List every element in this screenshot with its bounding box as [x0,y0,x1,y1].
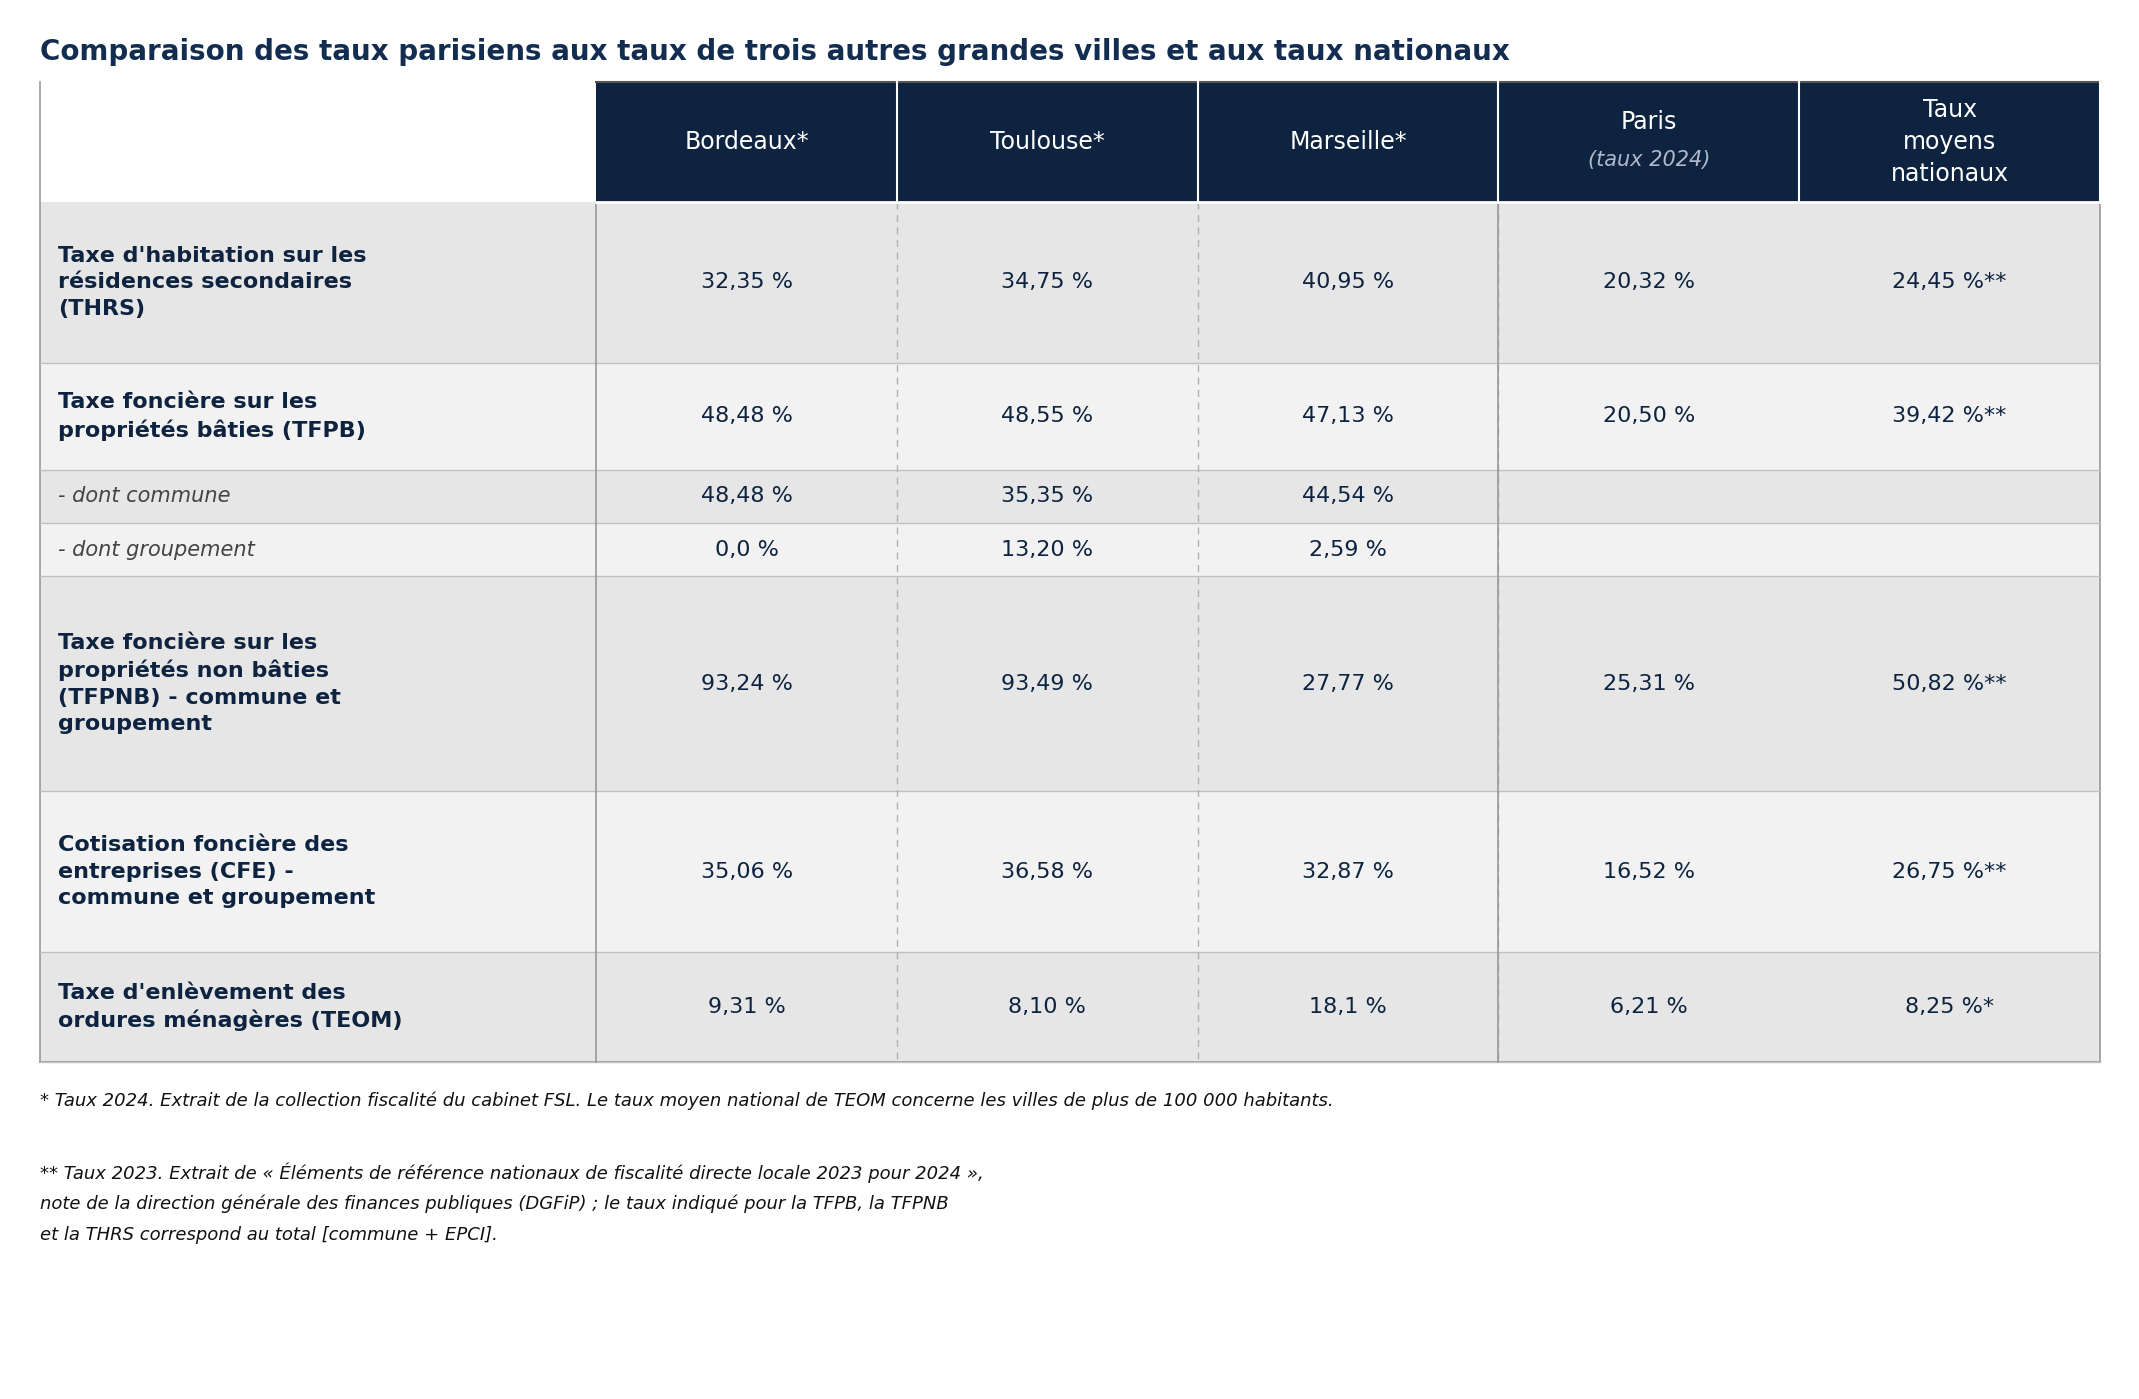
Text: 8,10 %: 8,10 % [1007,997,1087,1017]
Bar [41,201,2100,362]
Text: 48,48 %: 48,48 % [702,487,794,506]
Bar [41,470,2100,523]
Text: - dont groupement: - dont groupement [58,540,255,560]
Text: 35,35 %: 35,35 % [1001,487,1093,506]
Text: Bordeaux*: Bordeaux* [684,130,809,154]
Text: 35,06 %: 35,06 % [699,862,794,881]
Text: 24,45 %**: 24,45 %** [1893,273,2006,292]
Text: 50,82 %**: 50,82 %** [1893,673,2006,694]
Text: ** Taux 2023. Extrait de « Éléments de référence nationaux de fiscalité directe : ** Taux 2023. Extrait de « Éléments de r… [41,1163,984,1184]
Text: Marseille*: Marseille* [1290,130,1407,154]
Text: 26,75 %**: 26,75 %** [1893,862,2006,881]
Text: 27,77 %: 27,77 % [1303,673,1395,694]
Text: 93,24 %: 93,24 % [702,673,794,694]
Text: Paris: Paris [1621,109,1677,133]
Text: 36,58 %: 36,58 % [1001,862,1093,881]
Text: (taux 2024): (taux 2024) [1587,150,1709,171]
Text: 47,13 %: 47,13 % [1303,407,1395,427]
Bar [41,951,2100,1062]
Text: 25,31 %: 25,31 % [1602,673,1694,694]
Text: 34,75 %: 34,75 % [1001,273,1093,292]
Text: Comparaison des taux parisiens aux taux de trois autres grandes villes et aux ta: Comparaison des taux parisiens aux taux … [41,38,1510,66]
Text: - dont commune: - dont commune [58,487,231,506]
Text: Taxe d'enlèvement des
ordures ménagères (TEOM): Taxe d'enlèvement des ordures ménagères … [58,982,402,1031]
Text: 2,59 %: 2,59 % [1309,540,1386,560]
Text: 6,21 %: 6,21 % [1611,997,1688,1017]
Text: 40,95 %: 40,95 % [1303,273,1395,292]
Text: 44,54 %: 44,54 % [1303,487,1395,506]
Bar [41,576,2100,790]
Text: Cotisation foncière des
entreprises (CFE) -
commune et groupement: Cotisation foncière des entreprises (CFE… [58,835,374,908]
Text: 32,35 %: 32,35 % [702,273,794,292]
Text: Toulouse*: Toulouse* [990,130,1104,154]
Bar [41,83,597,201]
Text: 8,25 %*: 8,25 %* [1906,997,1994,1017]
Text: 20,32 %: 20,32 % [1602,273,1694,292]
Text: 13,20 %: 13,20 % [1001,540,1093,560]
Text: 93,49 %: 93,49 % [1001,673,1093,694]
Text: Taxe d'habitation sur les
résidences secondaires
(THRS): Taxe d'habitation sur les résidences sec… [58,246,366,319]
Text: note de la direction générale des finances publiques (DGFiP) ; le taux indiqué p: note de la direction générale des financ… [41,1195,950,1213]
Text: 32,87 %: 32,87 % [1303,862,1395,881]
Text: 48,48 %: 48,48 % [702,407,794,427]
Text: 39,42 %**: 39,42 %** [1893,407,2006,427]
Text: * Taux 2024. Extrait de la collection fiscalité du cabinet FSL. Le taux moyen na: * Taux 2024. Extrait de la collection fi… [41,1093,1333,1111]
Text: et la THRS correspond au total [commune + EPCI].: et la THRS correspond au total [commune … [41,1227,498,1244]
Bar [597,83,2100,201]
Bar [41,362,2100,470]
Text: 18,1 %: 18,1 % [1309,997,1386,1017]
Bar [41,523,2100,576]
Text: 9,31 %: 9,31 % [708,997,785,1017]
Bar [41,790,2100,951]
Text: 0,0 %: 0,0 % [714,540,779,560]
Text: Taxe foncière sur les
propriétés bâties (TFPB): Taxe foncière sur les propriétés bâties … [58,392,366,441]
Text: 20,50 %: 20,50 % [1602,407,1694,427]
Text: 16,52 %: 16,52 % [1602,862,1694,881]
Text: 48,55 %: 48,55 % [1001,407,1093,427]
Text: Taxe foncière sur les
propriétés non bâties
(TFPNB) - commune et
groupement: Taxe foncière sur les propriétés non bât… [58,632,340,734]
Text: Taux
moyens
nationaux: Taux moyens nationaux [1891,98,2009,186]
